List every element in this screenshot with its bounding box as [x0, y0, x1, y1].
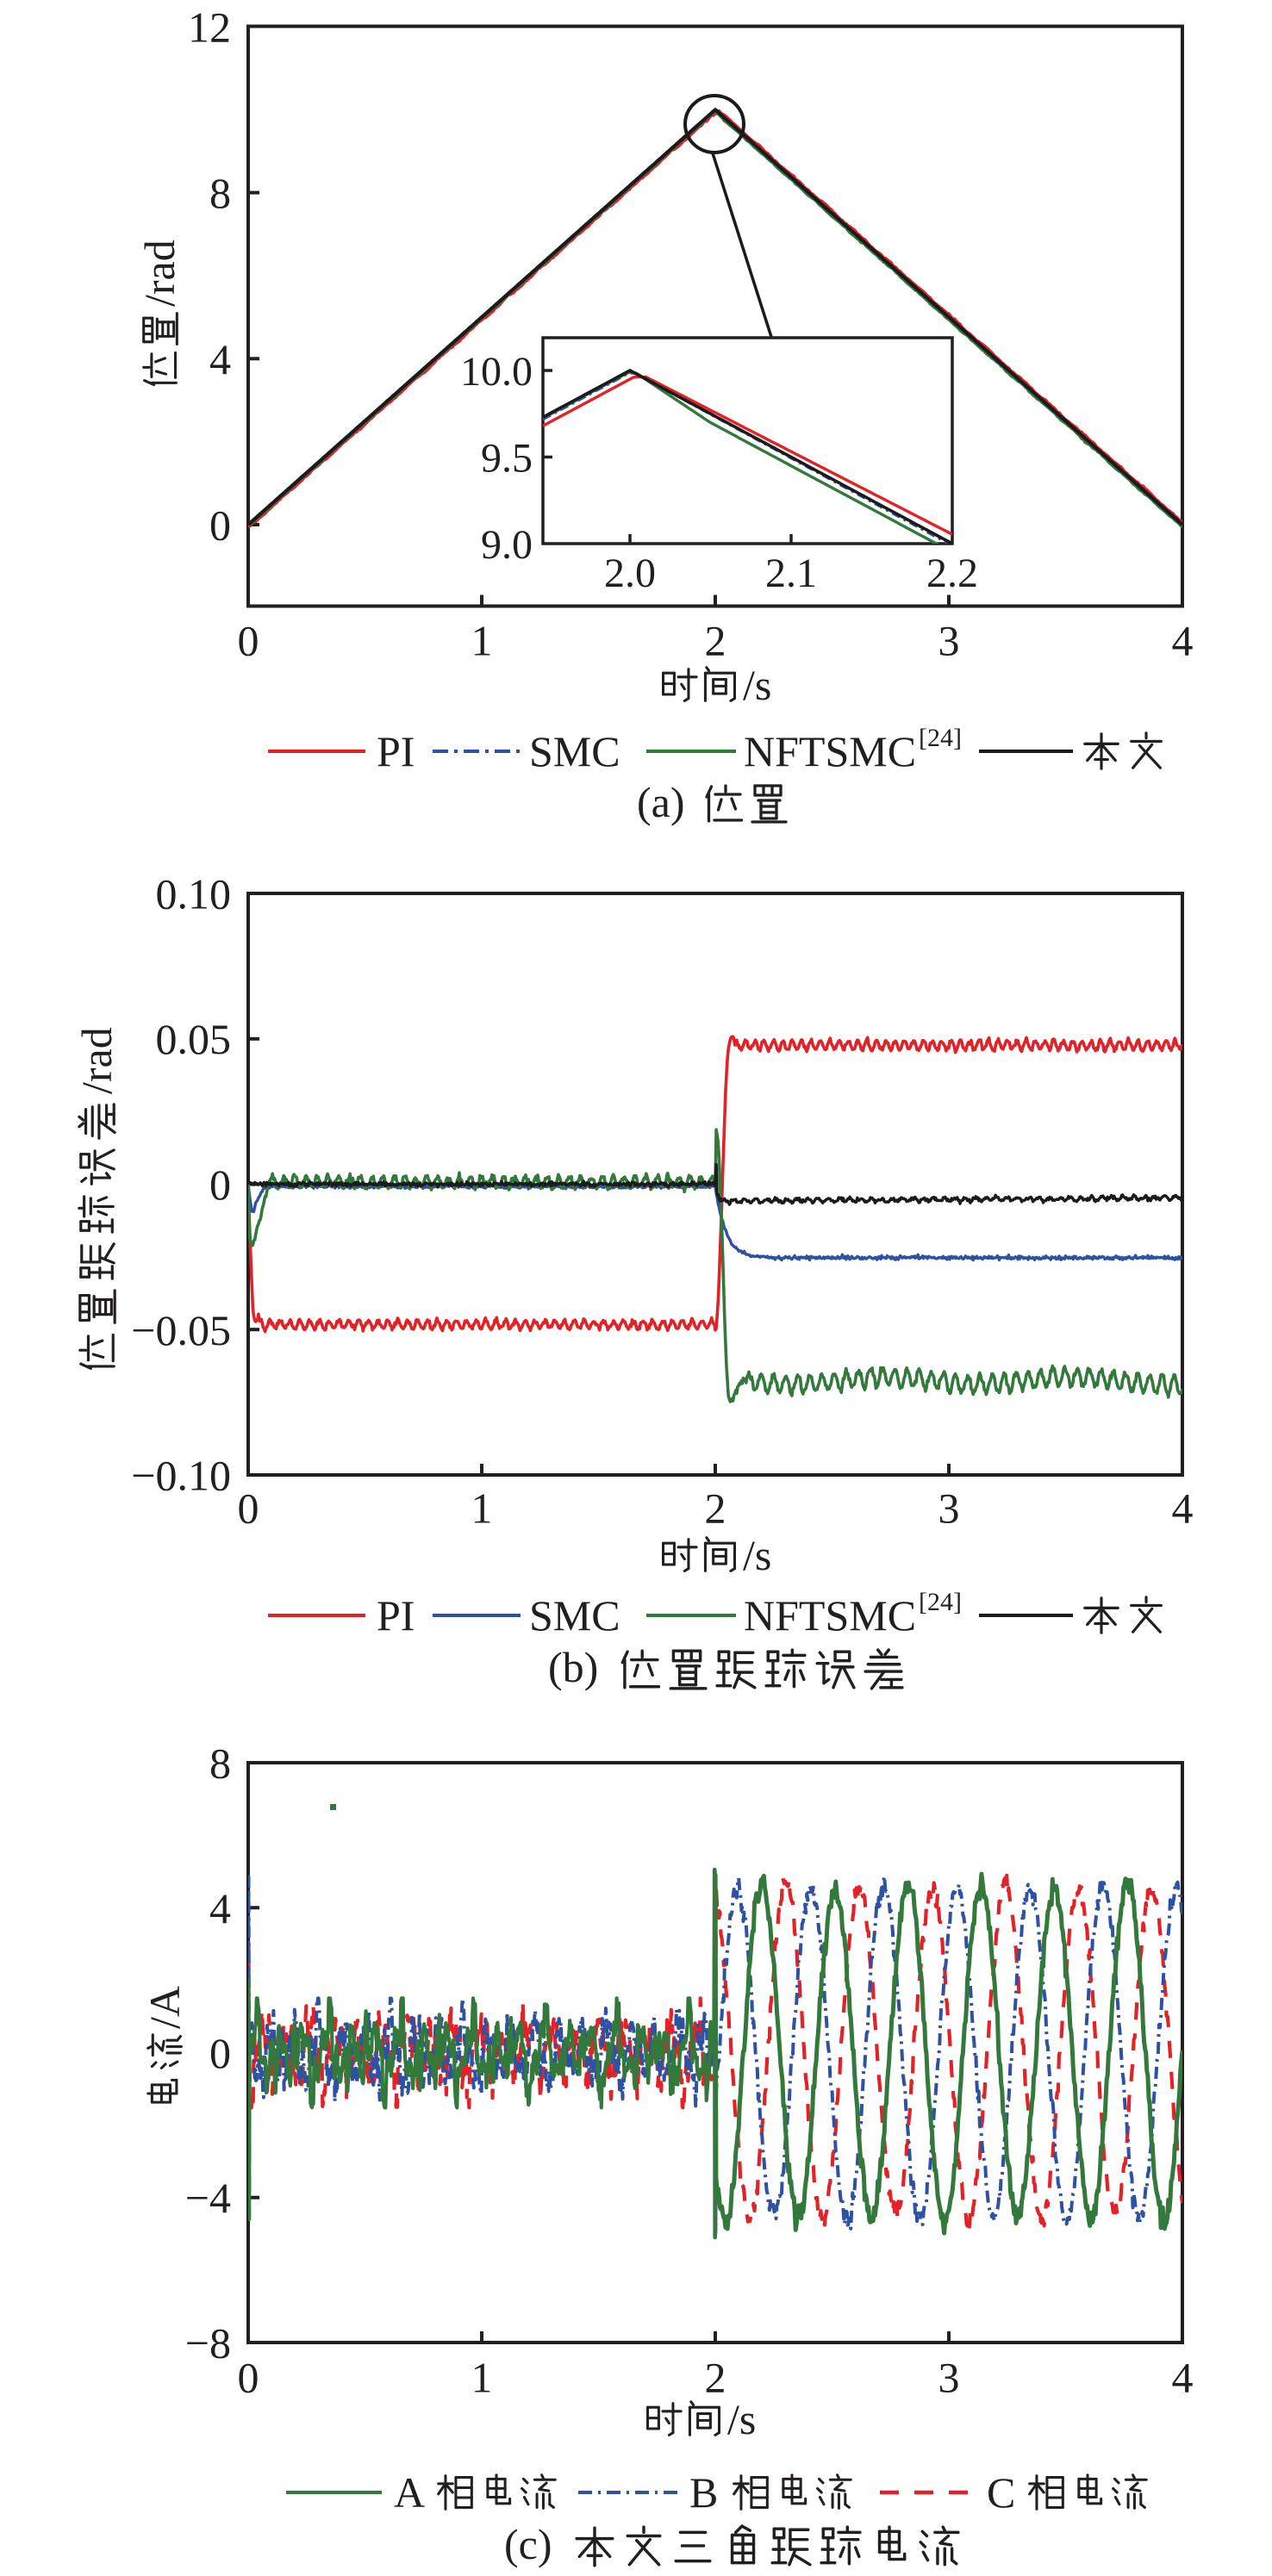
svg-text:3: 3: [938, 1484, 960, 1533]
svg-text:4: 4: [1172, 2354, 1194, 2402]
svg-text:0: 0: [209, 501, 231, 550]
svg-text:2: 2: [705, 1484, 726, 1533]
svg-text:8: 8: [209, 169, 231, 217]
svg-text:10.0: 10.0: [460, 349, 533, 395]
svg-text:3: 3: [938, 2354, 960, 2402]
svg-text:4: 4: [1172, 1484, 1194, 1533]
svg-text:2: 2: [705, 617, 726, 665]
svg-text:2.2: 2.2: [926, 551, 978, 596]
svg-text:9.5: 9.5: [481, 436, 533, 482]
svg-text:0: 0: [238, 617, 259, 665]
svg-text:/s: /s: [743, 1531, 771, 1579]
svg-text:0: 0: [209, 1160, 231, 1209]
svg-text:A: A: [394, 2468, 425, 2517]
svg-text:0.10: 0.10: [156, 870, 232, 918]
svg-text:4: 4: [209, 1884, 231, 1932]
svg-text:/rad: /rad: [135, 240, 184, 307]
svg-text:/s: /s: [743, 661, 771, 709]
svg-text:NFTSMC: NFTSMC: [744, 1591, 916, 1640]
svg-text:0: 0: [238, 1484, 259, 1533]
svg-text:−8: −8: [185, 2319, 231, 2368]
svg-text:/A: /A: [140, 1986, 189, 2029]
svg-text:2.0: 2.0: [604, 551, 656, 596]
svg-text:9.0: 9.0: [481, 522, 533, 568]
svg-text:4: 4: [209, 335, 231, 383]
svg-text:[24]: [24]: [919, 1588, 962, 1616]
svg-text:2: 2: [705, 2354, 726, 2402]
svg-text:(c): (c): [504, 2520, 552, 2568]
svg-text:12: 12: [188, 3, 231, 52]
svg-text:−0.05: −0.05: [131, 1306, 231, 1354]
svg-text:0.05: 0.05: [156, 1015, 232, 1063]
svg-text:0: 0: [209, 2029, 231, 2077]
svg-text:2.1: 2.1: [765, 551, 817, 596]
svg-text:B: B: [689, 2468, 718, 2517]
svg-text:NFTSMC: NFTSMC: [744, 727, 916, 775]
svg-text:8: 8: [209, 1739, 231, 1788]
svg-text:/rad: /rad: [72, 1027, 121, 1094]
svg-text:−4: −4: [185, 2174, 231, 2222]
svg-text:0: 0: [238, 2354, 259, 2402]
svg-text:/s: /s: [727, 2395, 756, 2443]
svg-text:SMC: SMC: [529, 727, 620, 775]
svg-text:−0.10: −0.10: [131, 1452, 231, 1500]
svg-text:(a): (a): [637, 778, 685, 826]
svg-text:1: 1: [471, 617, 493, 665]
svg-text:C: C: [987, 2468, 1015, 2517]
svg-text:(b): (b): [548, 1643, 598, 1691]
svg-text:SMC: SMC: [529, 1591, 620, 1640]
svg-text:[24]: [24]: [919, 724, 962, 752]
svg-text:PI: PI: [377, 727, 415, 775]
svg-text:4: 4: [1172, 617, 1194, 665]
svg-text:1: 1: [471, 1484, 493, 1533]
svg-text:PI: PI: [377, 1591, 415, 1640]
svg-text:1: 1: [471, 2354, 493, 2402]
svg-text:3: 3: [938, 617, 960, 665]
